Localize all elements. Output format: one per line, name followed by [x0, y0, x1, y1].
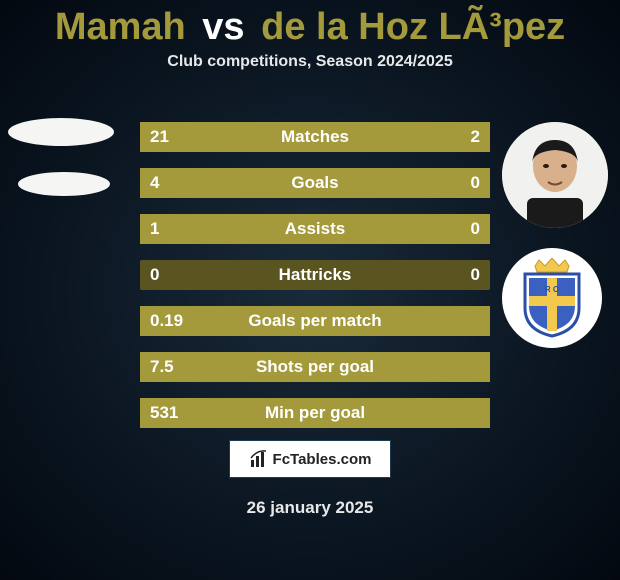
right-player-photo [502, 122, 608, 228]
brand-text: FcTables.com [273, 451, 372, 468]
stat-label: Goals per match [248, 311, 381, 331]
stat-row-goals-per-match: 0.19 Goals per match [140, 306, 490, 336]
bar-chart-icon [249, 449, 269, 469]
stat-row-matches: 21 2 Matches [140, 122, 490, 152]
stat-right-value: 0 [471, 173, 480, 193]
stat-left-value: 531 [150, 403, 178, 423]
left-avatar-placeholder-2 [18, 172, 110, 196]
stat-left-value: 0 [150, 265, 159, 285]
player2-name: de la Hoz LÃ³pez [261, 6, 565, 48]
stat-left-value: 0.19 [150, 311, 183, 331]
page-title: Mamah vs de la Hoz LÃ³pez [0, 0, 620, 49]
svg-text:R O: R O [545, 285, 559, 294]
stat-right-value: 0 [471, 265, 480, 285]
left-avatars [8, 118, 114, 196]
subtitle: Club competitions, Season 2024/2025 [0, 53, 620, 71]
left-avatar-placeholder-1 [8, 118, 114, 146]
stats-bars: 21 2 Matches 4 0 Goals 1 0 Assists 0 0 Hattricks 0.1… [140, 122, 490, 444]
stat-label: Shots per goal [256, 357, 374, 377]
vs-separator: vs [202, 6, 244, 48]
stat-left-value: 7.5 [150, 357, 174, 377]
stat-label: Goals [291, 173, 338, 193]
stat-row-assists: 1 0 Assists [140, 214, 490, 244]
right-club-crest: R O [502, 248, 602, 348]
stat-row-shots-per-goal: 7.5 Shots per goal [140, 352, 490, 382]
stat-left-value: 1 [150, 219, 159, 239]
brand-badge: FcTables.com [229, 440, 391, 478]
stat-left-value: 4 [150, 173, 159, 193]
right-avatars: R O [502, 122, 608, 348]
stat-label: Min per goal [265, 403, 365, 423]
stat-label: Assists [285, 219, 345, 239]
stat-row-min-per-goal: 531 Min per goal [140, 398, 490, 428]
crest-icon: R O [517, 258, 587, 338]
stat-left-value: 21 [150, 127, 169, 147]
stat-label: Hattricks [279, 265, 352, 285]
stat-right-value: 2 [471, 127, 480, 147]
stat-right-value: 0 [471, 219, 480, 239]
player1-name: Mamah [55, 6, 186, 48]
stat-fill-left [140, 122, 406, 152]
face-icon [502, 122, 608, 228]
stat-row-goals: 4 0 Goals [140, 168, 490, 198]
stat-row-hattricks: 0 0 Hattricks [140, 260, 490, 290]
snapshot-date: 26 january 2025 [0, 498, 620, 518]
stat-label: Matches [281, 127, 349, 147]
